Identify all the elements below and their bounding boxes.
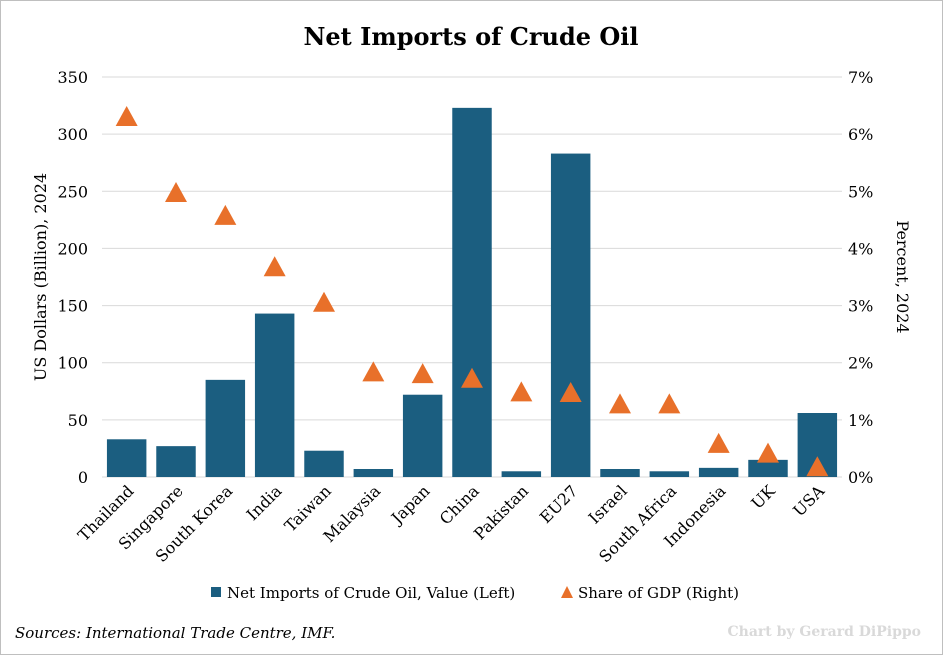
category-label: USA — [789, 481, 828, 520]
share-marker — [806, 456, 829, 477]
bar — [452, 107, 492, 477]
left-tick-label: 200 — [57, 239, 88, 258]
left-tick-label: 300 — [57, 125, 88, 144]
chart-title: Net Imports of Crude Oil — [303, 22, 638, 51]
bar-series — [106, 107, 838, 478]
bar — [501, 471, 542, 477]
right-tick-label: 0% — [848, 468, 873, 487]
bar — [205, 379, 246, 477]
category-label: China — [436, 481, 483, 528]
credit-note: Chart by Gerard DiPippo — [727, 624, 921, 640]
left-axis-ticks: 0 50 100 150 200 250 300 350 — [57, 68, 88, 487]
share-marker — [609, 393, 631, 414]
share-marker — [559, 382, 582, 402]
left-tick-label: 0 — [78, 468, 88, 487]
bar — [550, 153, 591, 478]
category-label: India — [243, 481, 286, 524]
right-tick-label: 1% — [848, 411, 873, 430]
left-tick-label: 250 — [57, 182, 88, 201]
share-marker — [214, 204, 237, 225]
right-axis-ticks: 0% 1% 2% 3% 4% 5% 6% 7% — [848, 68, 873, 487]
category-label: Israel — [585, 481, 631, 527]
category-label: Pakistan — [470, 481, 532, 543]
bar — [254, 313, 295, 477]
share-marker — [115, 106, 138, 126]
bar — [649, 471, 690, 477]
category-label: UK — [747, 481, 779, 513]
legend: Net Imports of Crude Oil, Value (Left) S… — [211, 584, 739, 602]
left-tick-label: 350 — [57, 68, 88, 87]
bar — [698, 467, 739, 477]
share-marker — [461, 367, 483, 388]
share-marker — [362, 361, 385, 382]
right-tick-label: 4% — [848, 239, 873, 258]
left-tick-label: 150 — [57, 297, 88, 316]
category-label: Japan — [386, 481, 433, 528]
legend-triangle-label: Share of GDP (Right) — [578, 584, 739, 602]
right-tick-label: 7% — [848, 68, 873, 87]
share-marker — [757, 442, 779, 463]
bar — [304, 450, 344, 477]
share-marker — [263, 256, 286, 277]
share-marker — [313, 291, 335, 312]
right-tick-label: 6% — [848, 125, 873, 144]
left-tick-label: 100 — [57, 354, 88, 373]
bar — [106, 439, 147, 477]
share-marker — [165, 182, 187, 202]
left-tick-label: 50 — [68, 411, 88, 430]
share-marker — [658, 393, 681, 414]
category-label: EU27 — [536, 481, 582, 527]
legend-bar-label: Net Imports of Crude Oil, Value (Left) — [227, 584, 515, 602]
right-axis-title: Percent, 2024 — [893, 220, 912, 333]
right-tick-label: 2% — [848, 354, 873, 373]
legend-bar-swatch — [211, 587, 221, 597]
right-tick-label: 5% — [848, 182, 873, 201]
share-marker — [411, 363, 434, 384]
left-axis-title: US Dollars (Billion), 2024 — [31, 173, 50, 381]
bar — [353, 469, 394, 477]
share-series — [115, 106, 829, 477]
bar — [402, 394, 443, 477]
share-marker — [707, 432, 730, 453]
legend-triangle-swatch — [561, 586, 573, 598]
bar — [156, 446, 196, 477]
right-tick-label: 3% — [848, 297, 873, 316]
share-marker — [510, 381, 533, 402]
bar — [600, 469, 640, 477]
source-note: Sources: International Trade Centre, IMF… — [15, 624, 336, 642]
bar — [748, 459, 788, 477]
